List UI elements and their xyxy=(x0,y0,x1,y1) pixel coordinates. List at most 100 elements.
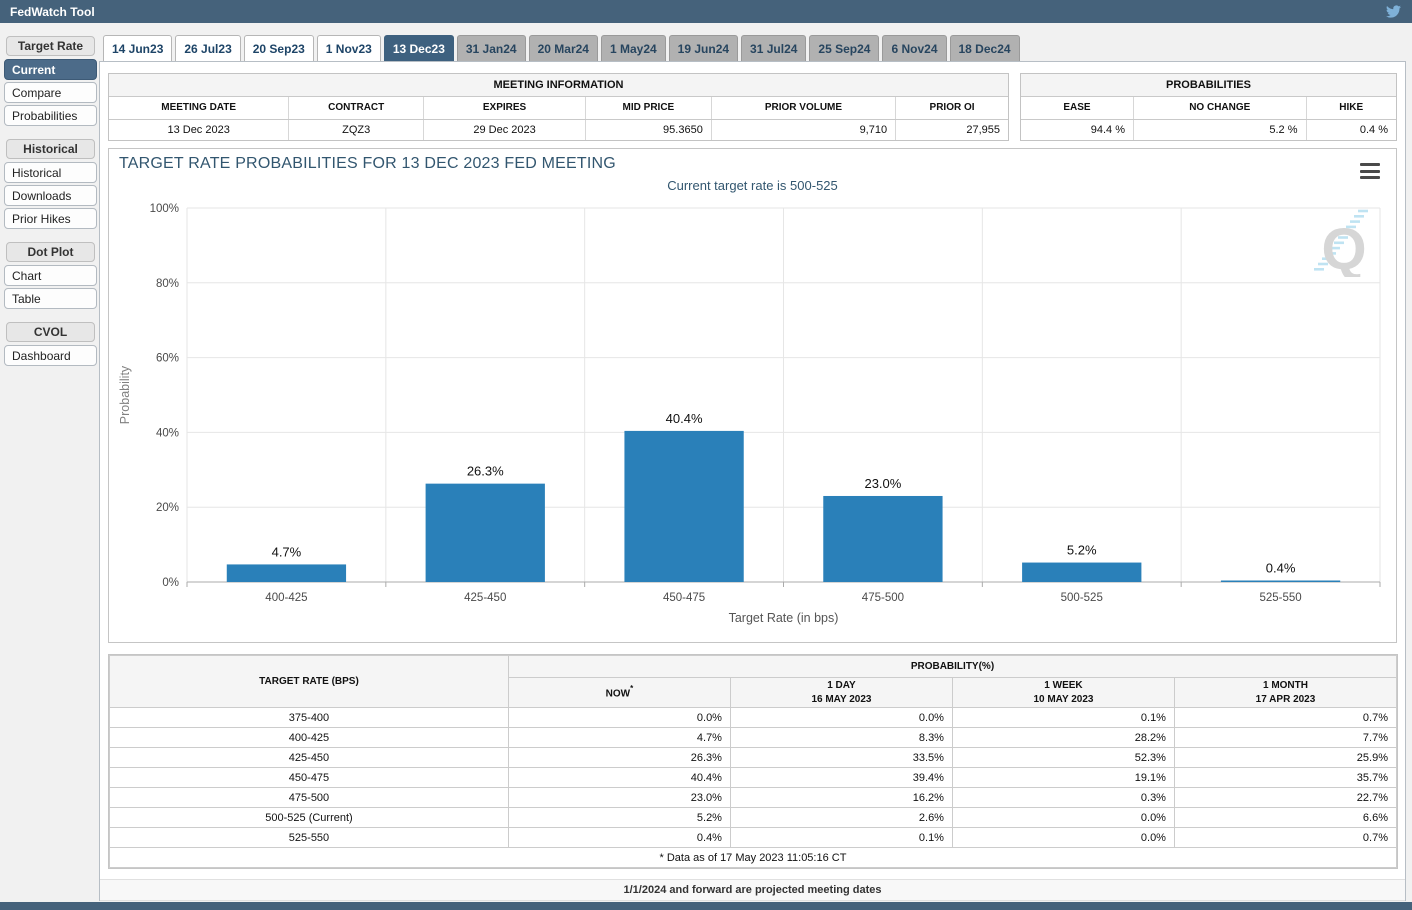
tab-18-dec24[interactable]: 18 Dec24 xyxy=(949,35,1020,62)
value-cell: 0.7% xyxy=(1173,827,1398,848)
bar-450-475 xyxy=(624,430,744,582)
rate-cell: 450-475 xyxy=(109,767,509,788)
tab-14-jun23[interactable]: 14 Jun23 xyxy=(103,35,173,62)
table-row: 375-400 0.0% 0.0% 0.1% 0.7% xyxy=(109,707,1398,728)
now-value-cell: 5.2% xyxy=(507,807,731,828)
svg-text:475-500: 475-500 xyxy=(862,592,904,604)
table-row: 500-525 (Current) 5.2% 2.6% 0.0% 6.6% xyxy=(109,807,1398,828)
now-value-cell: 40.4% xyxy=(507,767,731,788)
meeting-information-panel: MEETING INFORMATION MEETING DATE CONTRACT… xyxy=(108,73,1009,141)
projected-dates-note: 1/1/2024 and forward are projected meeti… xyxy=(100,879,1405,901)
bar-400-425 xyxy=(226,564,347,582)
sidebar-item-table[interactable]: Table xyxy=(4,288,97,309)
meeting-date-tabs: 14 Jun23 26 Jul23 20 Sep23 1 Nov23 13 Dec23 3… xyxy=(103,35,1020,62)
app-header-bar: FedWatch Tool xyxy=(0,0,1412,23)
probability-group-header: PROBABILITY(%) xyxy=(507,655,1398,678)
svg-text:5.2%: 5.2% xyxy=(1067,543,1097,558)
sidebar-section: Dot Plot Chart Table xyxy=(4,242,97,311)
rate-cell: 425-450 xyxy=(109,747,509,768)
value-cell: ZQZ3 xyxy=(288,119,425,140)
tab-26-jul23[interactable]: 26 Jul23 xyxy=(175,35,241,62)
rate-cell: 500-525 (Current) xyxy=(109,807,509,828)
meeting-information-table: MEETING DATE CONTRACT EXPIRES MID PRICE PRIO… xyxy=(109,97,1008,140)
tab-19-jun24[interactable]: 19 Jun24 xyxy=(668,35,739,62)
tab-31-jan24[interactable]: 31 Jan24 xyxy=(456,35,526,62)
column-header: EXPIRES xyxy=(423,97,586,120)
tab-6-nov24[interactable]: 6 Nov24 xyxy=(882,35,947,62)
value-cell: 95.3650 xyxy=(585,119,712,140)
svg-text:Target Rate (in bps): Target Rate (in bps) xyxy=(729,611,839,625)
svg-text:20%: 20% xyxy=(156,502,179,514)
target-rate-chart-panel: TARGET RATE PROBABILITIES FOR 13 DEC 202… xyxy=(108,148,1397,643)
sidebar-item-dashboard[interactable]: Dashboard xyxy=(4,345,97,366)
bar-475-500 xyxy=(823,495,943,582)
svg-text:0%: 0% xyxy=(162,577,179,589)
svg-text:23.0%: 23.0% xyxy=(864,476,901,491)
column-header: EASE xyxy=(1021,97,1134,120)
value-cell: 27,955 xyxy=(895,119,1008,140)
value-cell: 0.3% xyxy=(951,787,1175,808)
svg-text:60%: 60% xyxy=(156,353,179,365)
now-value-cell: 4.7% xyxy=(507,727,731,748)
chart-context-menu-icon[interactable] xyxy=(1360,163,1380,179)
tab-25-sep24[interactable]: 25 Sep24 xyxy=(809,35,880,62)
sidebar-item-historical[interactable]: Historical xyxy=(4,162,97,183)
svg-text:450-475: 450-475 xyxy=(663,592,705,604)
value-cell: 28.2% xyxy=(951,727,1175,748)
period-column-header: 1 DAY 16 MAY 2023 xyxy=(729,677,953,708)
sidebar-section-header: Historical xyxy=(6,139,95,159)
svg-text:0.4%: 0.4% xyxy=(1266,561,1296,576)
table-row: 525-550 0.4% 0.1% 0.0% 0.7% xyxy=(109,827,1398,848)
now-value-cell: 23.0% xyxy=(507,787,731,808)
svg-text:425-450: 425-450 xyxy=(464,592,506,604)
probability-history-panel: TARGET RATE (BPS) PROBABILITY(%) NOW* 1 DAY… xyxy=(108,654,1398,869)
sidebar-item-chart[interactable]: Chart xyxy=(4,265,97,286)
value-cell: 39.4% xyxy=(729,767,953,788)
rate-cell: 375-400 xyxy=(109,707,509,728)
table-row: 400-425 4.7% 8.3% 28.2% 7.7% xyxy=(109,727,1398,748)
tab-1-nov23[interactable]: 1 Nov23 xyxy=(316,35,381,62)
bar-525-550 xyxy=(1220,580,1341,582)
sidebar-section-header: Dot Plot xyxy=(6,242,95,262)
value-cell: 0.1% xyxy=(951,707,1175,728)
sidebar-item-downloads[interactable]: Downloads xyxy=(4,185,97,206)
quikstrike-logo-icon: Q xyxy=(1314,209,1368,277)
sidebar-section: Target Rate Current Compare Probabilities xyxy=(4,36,97,128)
value-cell: 7.7% xyxy=(1173,727,1398,748)
main-content-panel: MEETING INFORMATION MEETING DATE CONTRACT… xyxy=(99,61,1406,901)
sidebar-item-current[interactable]: Current xyxy=(4,59,97,80)
sidebar-section-header: Target Rate xyxy=(6,36,95,56)
table-row: 475-500 23.0% 16.2% 0.3% 22.7% xyxy=(109,787,1398,808)
tab-31-jul24[interactable]: 31 Jul24 xyxy=(741,35,807,62)
period-column-header: 1 MONTH 17 APR 2023 xyxy=(1173,677,1398,708)
svg-text:40.4%: 40.4% xyxy=(666,411,703,426)
sidebar-section: CVOL Dashboard xyxy=(4,322,97,368)
sidebar-section-header: CVOL xyxy=(6,322,95,342)
value-cell: 52.3% xyxy=(951,747,1175,768)
value-cell: 29 Dec 2023 xyxy=(423,119,586,140)
chart-subtitle: Current target rate is 500-525 xyxy=(667,178,838,193)
sidebar-item-probabilities[interactable]: Probabilities xyxy=(4,105,97,126)
tab-20-mar24[interactable]: 20 Mar24 xyxy=(528,35,598,62)
table-row: 450-475 40.4% 39.4% 19.1% 35.7% xyxy=(109,767,1398,788)
value-cell: 13 Dec 2023 xyxy=(109,119,290,140)
value-cell: 0.1% xyxy=(729,827,953,848)
sidebar-item-compare[interactable]: Compare xyxy=(4,82,97,103)
chart-title: TARGET RATE PROBABILITIES FOR 13 DEC 202… xyxy=(119,155,616,172)
svg-text:525-550: 525-550 xyxy=(1259,592,1301,604)
value-cell: 0.4 % xyxy=(1306,119,1396,140)
bar-425-450 xyxy=(425,483,545,582)
tab-13-dec23[interactable]: 13 Dec23 xyxy=(383,35,454,62)
twitter-icon[interactable] xyxy=(1385,4,1402,19)
tab-1-may24[interactable]: 1 May24 xyxy=(600,35,666,62)
rate-cell: 525-550 xyxy=(109,827,509,848)
data-as-of-note: * Data as of 17 May 2023 11:05:16 CT xyxy=(109,847,1397,868)
now-value-cell: 0.0% xyxy=(507,707,731,728)
column-header: CONTRACT xyxy=(288,97,425,120)
value-cell: 0.7% xyxy=(1173,707,1398,728)
sidebar-nav: Target Rate Current Compare Probabilities Hi… xyxy=(4,36,97,379)
period-column-header: 1 WEEK 10 MAY 2023 xyxy=(951,677,1175,708)
tab-20-sep23[interactable]: 20 Sep23 xyxy=(243,35,314,62)
value-cell: 25.9% xyxy=(1173,747,1398,768)
sidebar-item-prior-hikes[interactable]: Prior Hikes xyxy=(4,208,97,229)
